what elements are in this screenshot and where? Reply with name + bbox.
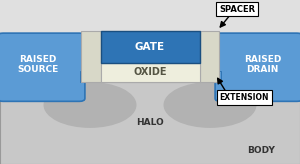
FancyBboxPatch shape: [80, 71, 100, 82]
FancyBboxPatch shape: [81, 31, 100, 82]
Ellipse shape: [44, 82, 136, 128]
Text: EXTENSION: EXTENSION: [220, 93, 269, 102]
FancyBboxPatch shape: [200, 31, 219, 82]
Text: SPACER: SPACER: [219, 5, 255, 13]
Text: OXIDE: OXIDE: [133, 68, 167, 77]
Text: GATE: GATE: [135, 42, 165, 52]
FancyBboxPatch shape: [0, 82, 300, 164]
Text: RAISED
DRAIN: RAISED DRAIN: [244, 55, 281, 74]
Text: BODY: BODY: [247, 146, 275, 154]
Text: RAISED
SOURCE: RAISED SOURCE: [17, 55, 58, 74]
FancyBboxPatch shape: [100, 31, 200, 63]
Text: HALO: HALO: [136, 118, 164, 127]
FancyBboxPatch shape: [0, 33, 85, 101]
FancyBboxPatch shape: [100, 63, 200, 82]
FancyBboxPatch shape: [215, 33, 300, 101]
Ellipse shape: [164, 82, 256, 128]
FancyBboxPatch shape: [200, 71, 220, 82]
